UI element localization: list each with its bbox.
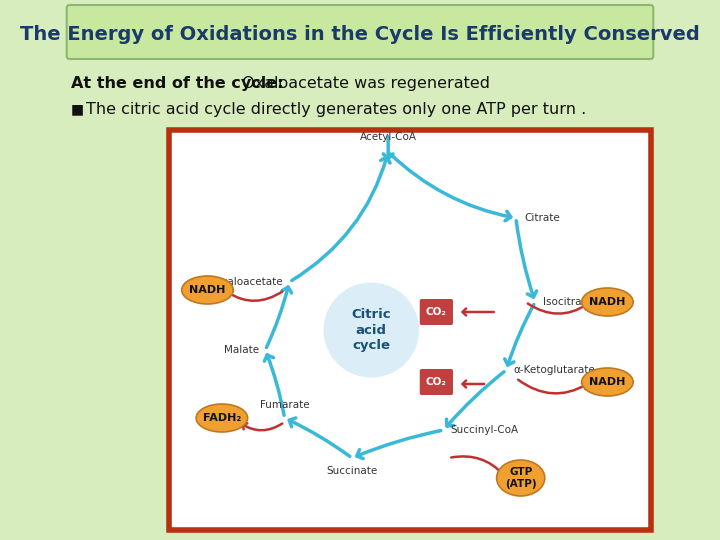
Text: The citric acid cycle directly generates only one ATP per turn .: The citric acid cycle directly generates… [86,102,586,117]
Text: The Energy of Oxidations in the Cycle Is Efficiently Conserved: The Energy of Oxidations in the Cycle Is… [20,24,700,44]
Text: α-Ketoglutarate: α-Ketoglutarate [513,365,595,375]
Text: Oxaloacetate was regenerated: Oxaloacetate was regenerated [237,76,490,91]
Text: Succinyl-CoA: Succinyl-CoA [450,425,518,435]
Text: GTP
(ATP): GTP (ATP) [505,467,536,489]
Ellipse shape [181,276,233,304]
FancyBboxPatch shape [420,299,453,325]
Text: Succinate: Succinate [326,466,378,476]
FancyBboxPatch shape [169,130,651,530]
Ellipse shape [497,460,545,496]
Text: CO₂: CO₂ [426,307,447,317]
Text: Acetyl-CoA: Acetyl-CoA [360,132,417,142]
Text: NADH: NADH [189,285,225,295]
Ellipse shape [582,368,633,396]
Ellipse shape [582,288,633,316]
Text: NADH: NADH [589,297,626,307]
Text: At the end of the cycle:: At the end of the cycle: [71,76,284,91]
Ellipse shape [196,404,248,432]
Ellipse shape [323,282,419,377]
Text: FADH₂: FADH₂ [203,413,241,423]
Text: Citrate: Citrate [524,213,560,223]
Text: Citric
acid
cycle: Citric acid cycle [351,308,391,352]
FancyBboxPatch shape [420,369,453,395]
Text: ■: ■ [71,102,84,116]
Text: CO₂: CO₂ [426,377,447,387]
Text: Oxaloacetate: Oxaloacetate [213,277,283,287]
Text: NADH: NADH [589,377,626,387]
Text: Malate: Malate [223,345,258,355]
Text: Fumarate: Fumarate [260,400,310,410]
Text: Isocitrate: Isocitrate [544,297,593,307]
FancyBboxPatch shape [67,5,653,59]
